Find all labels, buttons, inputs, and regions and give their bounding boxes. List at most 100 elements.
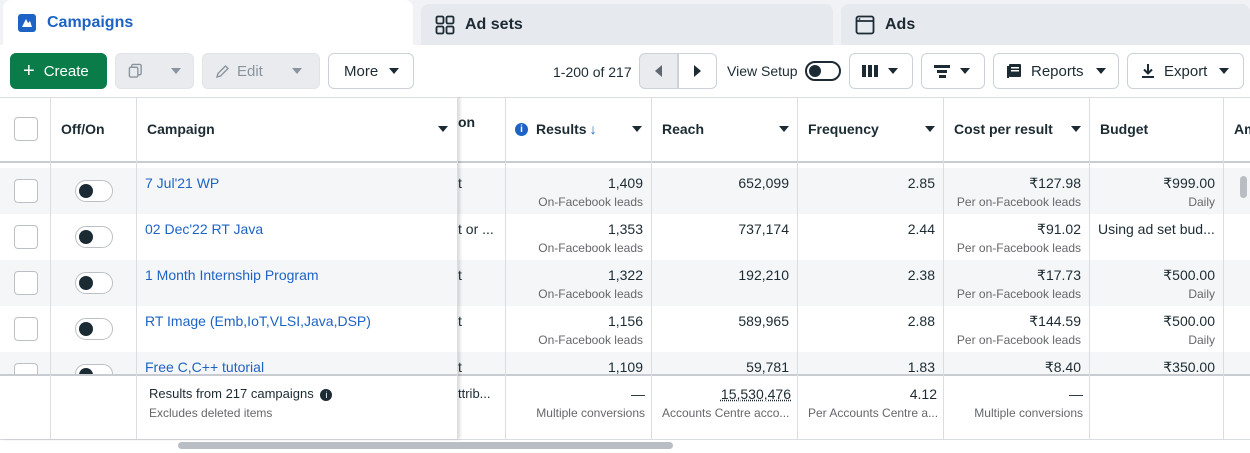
summary-cost-sub: Multiple conversions [974, 406, 1083, 420]
campaign-icon [18, 13, 36, 32]
summary-results-sub: Multiple conversions [536, 406, 645, 420]
export-label: Export [1164, 62, 1208, 80]
frequency-value: 1.83 [907, 359, 935, 375]
vertical-scrollbar[interactable] [1240, 176, 1247, 198]
summary-title-text: Results from 217 campaigns [149, 386, 314, 401]
previous-page-button[interactable] [639, 53, 678, 89]
chevron-down-icon [779, 126, 789, 132]
chevron-down-icon [389, 68, 400, 74]
budget-value: ₹350.00 [1163, 359, 1215, 375]
chevron-down-icon [1219, 68, 1230, 74]
toolbar: + Create Edit More 1-200 of 217 View Set… [0, 45, 1250, 97]
tab-adsets[interactable]: Ad sets [421, 4, 833, 45]
cost-value: ₹144.59 [1029, 313, 1081, 329]
campaign-toggle[interactable] [75, 226, 113, 248]
export-button[interactable]: Export [1127, 53, 1244, 89]
tab-adsets-label: Ad sets [465, 15, 523, 33]
summary-frequency: 4.12 [909, 386, 937, 402]
table-row[interactable] [0, 306, 1250, 352]
breakdown-button[interactable] [921, 53, 985, 89]
summary-title: Results from 217 campaigns i [149, 386, 333, 401]
row-checkbox[interactable] [14, 179, 38, 203]
column-header-reach-label: Reach [662, 121, 705, 137]
campaign-toggle[interactable] [75, 180, 113, 202]
row-checkbox[interactable] [14, 225, 38, 249]
duplicate-button[interactable] [115, 53, 194, 89]
column-header-budget[interactable]: Budget [1100, 121, 1149, 137]
frequency-value: 2.85 [907, 175, 935, 191]
campaign-name-link[interactable]: RT Image (Emb,IoT,VLSI,Java,DSP) [145, 313, 371, 329]
budget-type: Daily [1188, 333, 1215, 347]
reach-value: 737,174 [738, 221, 789, 237]
frequency-value: 2.88 [907, 313, 935, 329]
edit-button[interactable]: Edit [202, 53, 320, 89]
column-header-cost-per-result[interactable]: Cost per result [954, 97, 1081, 161]
chevron-down-icon [438, 126, 448, 132]
columns-button[interactable] [849, 53, 913, 89]
view-setup-toggle[interactable] [805, 61, 841, 81]
column-header-reach[interactable]: Reach [662, 97, 789, 161]
hidden-column-fragment: t [458, 267, 462, 283]
cost-value: ₹91.02 [1037, 221, 1081, 237]
table-row[interactable] [0, 214, 1250, 260]
more-button[interactable]: More [328, 53, 414, 89]
edit-label: Edit [237, 62, 263, 80]
next-page-button[interactable] [678, 53, 717, 89]
row-checkbox[interactable] [14, 317, 38, 341]
horizontal-scrollbar[interactable] [178, 442, 673, 449]
row-checkbox[interactable] [14, 363, 38, 374]
plus-icon: + [23, 60, 35, 82]
campaign-toggle[interactable] [75, 364, 113, 374]
sort-down-arrow-icon: ↓ [589, 121, 597, 137]
column-header-next[interactable]: Am [1234, 121, 1250, 137]
reach-value: 59,781 [746, 359, 789, 375]
column-header-campaign[interactable]: Campaign [147, 97, 449, 161]
chevron-down-icon [291, 68, 302, 74]
campaign-name-link[interactable]: 02 Dec'22 RT Java [145, 221, 264, 237]
summary-results: — [631, 386, 645, 402]
table-row[interactable] [0, 260, 1250, 306]
results-value: 1,322 [607, 267, 643, 283]
hidden-column-fragment: t [458, 359, 462, 375]
create-button[interactable]: + Create [10, 53, 107, 89]
column-header-cost-label: Cost per result [954, 121, 1053, 137]
results-type: On-Facebook leads [538, 241, 643, 255]
campaign-name-link[interactable]: 7 Jul'21 WP [145, 175, 220, 191]
column-header-results[interactable]: i Results ↓ [515, 97, 643, 161]
tab-campaigns[interactable]: Campaigns [3, 0, 413, 45]
results-value: 1,109 [607, 359, 643, 375]
budget-type: Daily [1188, 287, 1215, 301]
campaign-toggle[interactable] [75, 272, 113, 294]
results-value: 1,409 [607, 175, 643, 191]
hidden-column-fragment: t or ... [458, 221, 494, 237]
table-row[interactable] [0, 168, 1250, 214]
campaign-name-link[interactable]: Free C,C++ tutorial [145, 359, 265, 375]
hidden-column-fragment: t [458, 175, 462, 191]
budget-type: Daily [1188, 195, 1215, 209]
column-header-frequency[interactable]: Frequency [808, 97, 935, 161]
summary-reach-sub: Accounts Centre acco... [662, 406, 790, 420]
column-header-frequency-label: Frequency [808, 121, 879, 137]
info-icon[interactable]: i [320, 388, 333, 401]
budget-value: ₹500.00 [1163, 313, 1215, 329]
cost-value: ₹127.98 [1029, 175, 1081, 191]
results-type: On-Facebook leads [538, 333, 643, 347]
results-value: 1,353 [607, 221, 643, 237]
tab-bar: Campaigns Ad sets Ads [0, 0, 1250, 45]
campaign-toggle[interactable] [75, 318, 113, 340]
chevron-down-icon [888, 68, 898, 74]
info-icon[interactable]: i [515, 122, 528, 136]
row-checkbox[interactable] [14, 271, 38, 295]
hidden-column-fragment: t [458, 313, 462, 329]
reach-value: 192,210 [738, 267, 789, 283]
breakdown-icon [934, 65, 950, 78]
select-all-checkbox[interactable] [14, 117, 38, 141]
summary-hidden-fragment: ttrib... [458, 386, 491, 401]
tab-ads[interactable]: Ads [841, 4, 1250, 45]
campaign-name-link[interactable]: 1 Month Internship Program [145, 267, 319, 283]
tab-campaigns-label: Campaigns [47, 13, 134, 31]
summary-cost: — [1069, 386, 1083, 402]
reports-label: Reports [1031, 62, 1084, 80]
chevron-left-icon [655, 65, 662, 77]
reports-button[interactable]: Reports [993, 53, 1119, 89]
